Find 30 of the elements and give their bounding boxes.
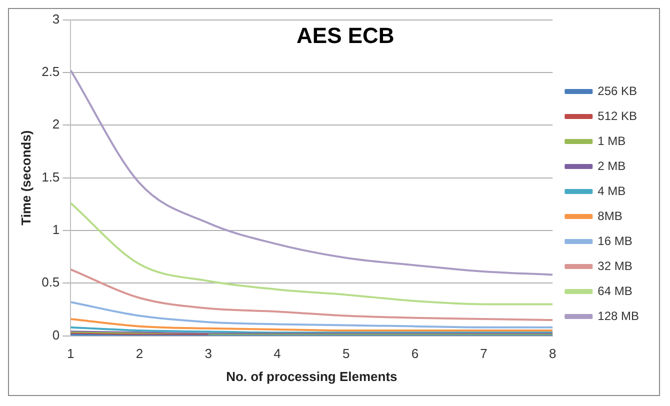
x-axis-title: No. of processing Elements — [226, 368, 398, 384]
y-tick-label: 0 — [52, 327, 60, 342]
legend-label: 1 MB — [598, 134, 626, 148]
x-tick-label: 4 — [274, 346, 281, 362]
legend-label: 2 MB — [598, 158, 626, 173]
legend-label: 128 MB — [598, 308, 640, 323]
chart-title: AES ECB — [296, 22, 394, 48]
x-tick-label: 6 — [411, 346, 419, 362]
legend-label: 64 MB — [598, 284, 632, 298]
legend-label: 4 MB — [598, 184, 626, 198]
y-tick-label: 3 — [52, 11, 60, 26]
x-tick-label: 1 — [67, 346, 74, 362]
legend-label: 16 MB — [598, 234, 632, 248]
y-tick-label: 1 — [52, 222, 60, 238]
x-tick-label: 7 — [480, 346, 488, 362]
line-series — [70, 318, 553, 332]
x-tick-label: 8 — [549, 346, 556, 362]
y-axis-title: Time (seconds) — [18, 130, 34, 226]
y-tick-label: 2 — [52, 116, 60, 132]
line-series — [70, 301, 553, 328]
x-tick-label: 3 — [204, 346, 212, 362]
legend-label: 32 MB — [598, 258, 632, 273]
legend-label: 512 KB — [598, 108, 638, 123]
legend-label: 256 KB — [598, 84, 638, 98]
x-tick-label: 2 — [136, 346, 144, 362]
y-tick-label: 2.5 — [42, 64, 60, 80]
legend-label: 8MB — [598, 208, 622, 223]
y-tick-label: 0.5 — [42, 274, 60, 290]
x-tick-label: 5 — [342, 346, 350, 362]
y-tick-label: 1.5 — [42, 169, 60, 184]
